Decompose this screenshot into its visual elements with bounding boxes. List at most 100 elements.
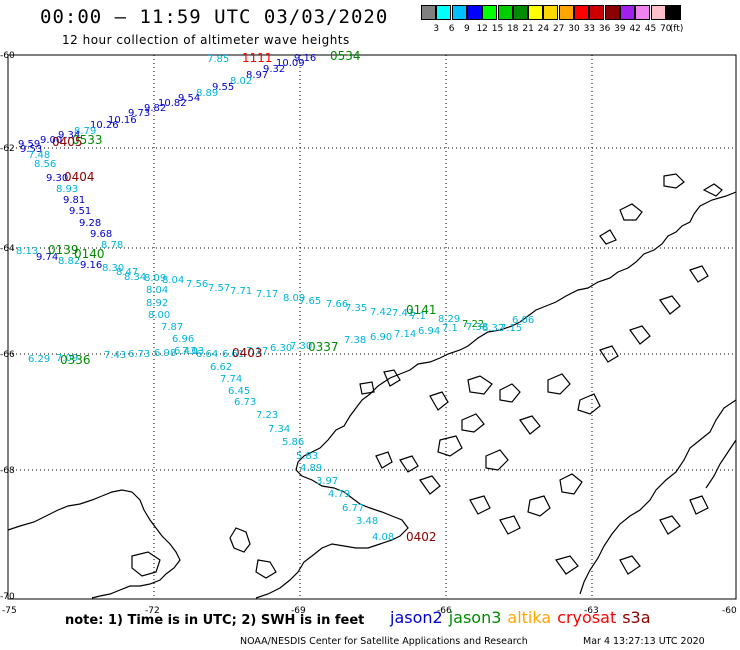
colorbar-tick-label: 27: [552, 24, 565, 34]
colorbar-swatch: [650, 5, 666, 20]
track-group: 7.56 7.57 7.71 7.17 8.097.65 7.667.35 7.42 7.41…: [186, 279, 534, 334]
swh-value: 5.86: [282, 437, 304, 448]
longitude-label: -69: [291, 606, 306, 616]
swh-value: 8.92: [146, 298, 168, 309]
swh-value: 6.98: [154, 348, 176, 359]
pass-time-label: 0403: [232, 346, 263, 360]
swh-value: 7.17: [256, 289, 278, 300]
colorbar-swatch: [665, 5, 681, 20]
swh-value: 3.48: [356, 516, 378, 527]
swh-value: 9.16: [294, 53, 316, 64]
colorbar-tick-label: 9: [464, 24, 470, 34]
colorbar-swatch: [512, 5, 528, 20]
pass-time-label: 0405: [52, 135, 83, 149]
map-title: 00:00 – 11:59 UTC 03/03/2020: [40, 6, 389, 28]
swh-value: 6.96: [172, 334, 194, 345]
swh-value: 10.26: [90, 120, 119, 131]
swh-value: 8.13: [16, 246, 38, 257]
colorbar-swatch: [451, 5, 467, 20]
track-group: 7.38 6.90 7.14 6.94 7.1 7.387.306.307.176.610…: [222, 322, 488, 360]
swh-value: 10.09: [276, 58, 305, 69]
swh-value: 8.04: [162, 275, 184, 286]
legend-s3a: s3a: [622, 608, 651, 627]
swh-value: 6.61: [222, 349, 244, 360]
colorbar-swatch: [543, 5, 559, 20]
graticule: [8, 55, 736, 599]
swh-value: 8.34: [124, 272, 146, 283]
colorbar-tick-label: 45: [644, 24, 657, 34]
swh-value: 8.78: [101, 240, 123, 251]
swh-value: 8.09: [144, 273, 166, 284]
colorbar-swatch: [528, 5, 544, 20]
colorbar-tick-label: 42: [629, 24, 641, 34]
longitude-label: -72: [145, 606, 160, 616]
swh-value: 7.85: [207, 54, 229, 65]
swh-value: 8.29: [438, 314, 460, 325]
pass-time-label: 0141: [406, 303, 437, 317]
latitude-label: -70: [0, 592, 15, 602]
note-text: note: 1) Time is in UTC; 2) SWH is in fe…: [65, 613, 365, 628]
colorbar-unit: (ft): [669, 24, 684, 34]
latitude-label: -68: [0, 466, 15, 476]
swh-value: 7.71: [230, 286, 252, 297]
swh-value: 8.56: [34, 159, 56, 170]
swh-value: 9.81: [63, 195, 85, 206]
swh-value: 4.89: [300, 463, 322, 474]
swh-value: 9.00: [40, 135, 62, 146]
swh-value: 9.54: [178, 93, 200, 104]
colorbar-swatch: [466, 5, 482, 20]
swh-value: 9.68: [90, 229, 112, 240]
swh-value: 7.09: [56, 353, 78, 364]
track-group: 9.16 0534: [294, 49, 361, 64]
swh-value: 6.30: [270, 343, 292, 354]
colorbar-tick-label: 12: [476, 24, 488, 34]
pass-time-label: 0404: [64, 170, 95, 184]
swh-value: 9.53: [20, 144, 42, 155]
footer-credit: NOAA/NESDIS Center for Satellite Applica…: [240, 636, 528, 647]
swh-value: 7.03: [182, 346, 204, 357]
colorbar-tick-label: 6: [448, 24, 455, 34]
swh-value: 8.82: [58, 256, 80, 267]
swh-value: 8.30: [102, 263, 124, 274]
swh-value: 10.82: [158, 98, 187, 109]
longitude-label: -75: [2, 606, 17, 616]
swh-value: 7.30: [290, 341, 312, 352]
swh-value: 7.43: [104, 350, 126, 361]
pass-time-label: 0336: [60, 353, 91, 367]
swh-value: 6.43: [174, 346, 196, 357]
map-frame: [7, 54, 737, 600]
colorbar-swatch: [482, 5, 498, 20]
swh-value: 9.73: [128, 108, 150, 119]
swh-value: 6.73: [128, 349, 150, 360]
latitude-label: -66: [0, 350, 15, 360]
colorbar-swatch: [436, 5, 452, 20]
swh-value: 7.48: [28, 150, 50, 161]
colorbar-tick-label: 36: [598, 24, 611, 34]
swh-value: 6.06: [512, 315, 534, 326]
swh-value: 7.65: [299, 296, 321, 307]
colorbar-swatch: [497, 5, 513, 20]
track-group: 6.29 7.09 7.43 6.73 6.986.43 6.64 0336: [28, 346, 218, 367]
colorbar-swatch: [589, 5, 605, 20]
swh-value: 9.55: [212, 82, 234, 93]
swh-value: 7.57: [208, 283, 230, 294]
swh-value: 9.34: [58, 130, 80, 141]
swh-value: 5.83: [296, 451, 318, 462]
swh-value: 9.51: [69, 206, 91, 217]
swh-value: 6.90: [370, 332, 392, 343]
swh-value: 6.29: [28, 354, 50, 365]
swh-value: 10.16: [108, 115, 137, 126]
longitude-label: -60: [722, 606, 737, 616]
swh-value: 6.77: [342, 503, 364, 514]
legend-altika: altika: [507, 608, 552, 627]
swh-value: 6.94: [418, 326, 440, 337]
colorbar-tick-label: 3: [433, 24, 440, 34]
swh-value: 8.79: [74, 126, 96, 137]
coastline: [7, 173, 737, 599]
swh-value: 9.82: [144, 103, 166, 114]
swh-value: 8.02: [230, 76, 252, 87]
swh-value: 6.73: [234, 397, 256, 408]
footer-date: Mar 4 13:27:13 UTC 2020: [583, 636, 705, 647]
colorbar-swatch: [635, 5, 651, 20]
